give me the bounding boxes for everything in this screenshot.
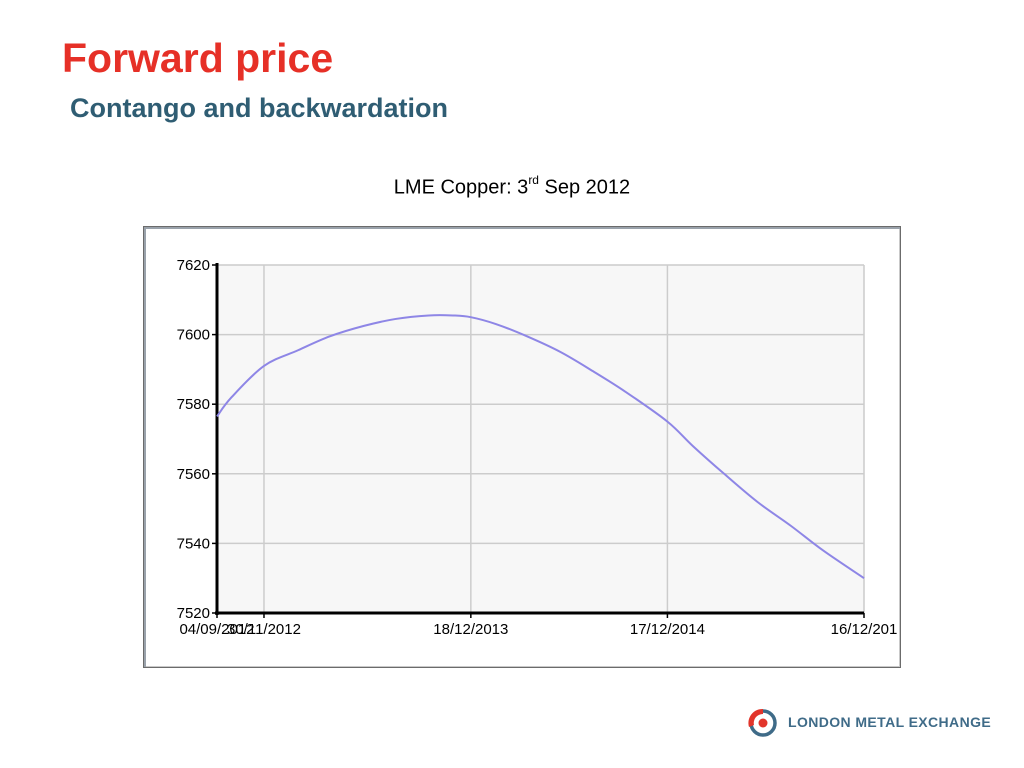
y-tick-label: 7620 [177, 257, 210, 274]
x-tick-label: 30/11/2012 [227, 621, 301, 638]
series-line [216, 314, 865, 580]
lme-logo: LONDON METAL EXCHANGE [745, 704, 991, 740]
lme-logo-text: LONDON METAL EXCHANGE [788, 714, 992, 730]
x-tick-label: 18/12/2013 [433, 621, 508, 638]
lme-logo-icon [748, 708, 777, 737]
slide-subtitle: Contango and backwardation [70, 93, 449, 123]
forward-price-chart: 7520 7540 7560 7580 7600 7620 04/09/201230/11/… [177, 257, 898, 638]
x-tick-label: 16/12/201 [831, 621, 898, 638]
chart-caption-main: LME Copper: 3 [393, 176, 529, 199]
y-tick-label: 7580 [177, 396, 210, 413]
x-tick-label: 17/12/2014 [630, 621, 705, 638]
y-tick-label: 7600 [177, 327, 210, 344]
y-tick-label: 7540 [177, 535, 210, 552]
y-tick-label: 7520 [177, 605, 210, 622]
plot-area [217, 265, 864, 613]
y-tick-label: 7560 [177, 466, 210, 483]
chart-caption: LME Copper: 3rd Sep 2012 [0, 173, 1024, 199]
chart-caption-tail: Sep 2012 [538, 176, 631, 199]
chart-caption-superscript: rd [528, 173, 539, 187]
x-tick-label: 04/09/2012 [179, 621, 254, 638]
chart-frame: 7520 7540 7560 7580 7600 7620 04/09/2012 30/11/… [143, 226, 901, 668]
slide-title: Forward price [62, 35, 334, 81]
